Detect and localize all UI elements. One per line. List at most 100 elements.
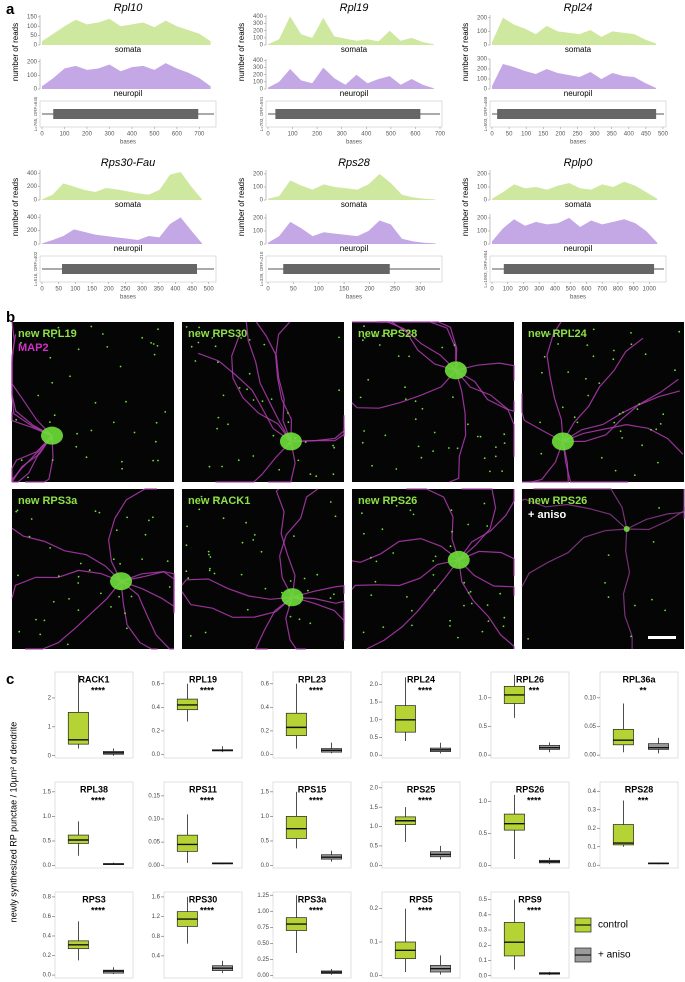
puncta bbox=[90, 325, 93, 328]
x-tick-label: 200 bbox=[518, 287, 529, 293]
y-tick-label: 200 bbox=[253, 171, 264, 177]
plot-title: RPS3a bbox=[298, 894, 328, 904]
y-tick-label: 0.4 bbox=[261, 705, 270, 711]
plot-frame bbox=[54, 781, 134, 869]
puncta bbox=[370, 556, 372, 559]
puncta bbox=[309, 473, 312, 475]
puncta bbox=[450, 509, 453, 512]
track-frame bbox=[489, 255, 667, 283]
x-tick-label: 300 bbox=[337, 132, 348, 138]
plot-title: RPS28 bbox=[625, 784, 654, 794]
puncta bbox=[334, 515, 337, 518]
dendrite bbox=[275, 488, 296, 598]
y-tick-label: 0 bbox=[34, 242, 38, 248]
y-tick-label: 0 bbox=[260, 242, 264, 248]
puncta bbox=[658, 507, 660, 509]
dendrite bbox=[12, 435, 53, 483]
y-tick-label: 0.05 bbox=[148, 840, 160, 846]
puncta bbox=[618, 413, 621, 415]
box bbox=[503, 922, 525, 957]
track-label: somata bbox=[115, 200, 142, 209]
puncta bbox=[363, 325, 365, 328]
y-tick-label: 200 bbox=[27, 184, 38, 190]
puncta bbox=[185, 326, 188, 328]
dendrite bbox=[292, 596, 345, 641]
puncta bbox=[587, 394, 590, 397]
puncta bbox=[126, 516, 128, 519]
dendrite bbox=[546, 321, 564, 442]
y-tick-label: 400 bbox=[27, 215, 38, 221]
coverage-area bbox=[268, 173, 436, 200]
puncta bbox=[49, 547, 51, 549]
box bbox=[612, 728, 634, 746]
y-tick-label: 200 bbox=[27, 228, 38, 234]
puncta bbox=[287, 421, 290, 424]
puncta bbox=[598, 382, 601, 384]
x-axis-label: bases bbox=[570, 140, 586, 146]
y-tick-label: 150 bbox=[27, 14, 38, 20]
y-tick-label: 200 bbox=[477, 15, 488, 21]
legend-label: + aniso bbox=[598, 950, 631, 961]
puncta bbox=[657, 461, 659, 464]
dendrite bbox=[529, 441, 569, 483]
puncta bbox=[98, 511, 101, 514]
x-tick-label: 50 bbox=[55, 287, 62, 293]
significance: ** bbox=[639, 685, 647, 695]
puncta bbox=[124, 612, 126, 615]
puncta bbox=[592, 328, 595, 331]
y-tick-label: 0.3 bbox=[588, 807, 597, 813]
y-tick-label: 0 bbox=[260, 87, 264, 93]
puncta bbox=[607, 596, 610, 598]
puncta bbox=[28, 501, 31, 503]
x-tick-label: 100 bbox=[521, 132, 532, 138]
y-tick-label: 1.5 bbox=[370, 805, 379, 811]
dendrite bbox=[366, 559, 460, 650]
micrograph bbox=[182, 489, 344, 649]
y-tick-label: 0.0 bbox=[261, 752, 270, 758]
puncta bbox=[216, 427, 219, 430]
puncta bbox=[88, 569, 91, 572]
y-tick-label: 300 bbox=[253, 21, 264, 27]
x-tick-label: 450 bbox=[187, 287, 198, 293]
y-tick-label: 0 bbox=[34, 43, 38, 49]
gene-name: Rpl10 bbox=[114, 2, 144, 14]
puncta bbox=[252, 399, 255, 401]
coverage-area bbox=[42, 217, 202, 244]
coverage-area bbox=[492, 217, 658, 244]
dendrite bbox=[521, 498, 628, 530]
coverage-area bbox=[268, 220, 436, 244]
significance: *** bbox=[529, 685, 540, 695]
puncta bbox=[411, 624, 413, 627]
significance: **** bbox=[91, 795, 106, 805]
x-tick-label: 250 bbox=[390, 287, 401, 293]
y-tick-label: 50 bbox=[30, 33, 37, 39]
y-tick-label: 0.0 bbox=[43, 973, 52, 979]
plot-frame bbox=[163, 891, 243, 979]
puncta bbox=[90, 429, 93, 432]
y-tick-label: 1.0 bbox=[479, 799, 488, 805]
puncta bbox=[69, 375, 71, 378]
x-tick-label: 100 bbox=[59, 132, 70, 138]
x-tick-label: 350 bbox=[607, 132, 618, 138]
puncta bbox=[395, 504, 398, 507]
box bbox=[503, 813, 525, 831]
puncta bbox=[633, 474, 636, 476]
dendrite bbox=[11, 435, 53, 482]
dendrite bbox=[431, 321, 458, 371]
gene-name: Rps30-Fau bbox=[101, 157, 155, 169]
puncta bbox=[35, 618, 37, 621]
x-tick-label: 1000 bbox=[643, 287, 657, 293]
puncta bbox=[662, 413, 665, 416]
puncta bbox=[204, 631, 207, 634]
puncta bbox=[433, 431, 436, 434]
y-tick-label: 200 bbox=[253, 72, 264, 78]
x-tick-label: 300 bbox=[104, 132, 115, 138]
y-tick-label: 2 bbox=[48, 696, 52, 702]
puncta bbox=[68, 598, 70, 600]
y-tick-label: 0.0 bbox=[261, 863, 270, 869]
puncta bbox=[198, 508, 201, 511]
y-tick-label: 0.0 bbox=[43, 863, 52, 869]
significance: **** bbox=[200, 685, 215, 695]
x-tick-label: 500 bbox=[566, 287, 577, 293]
puncta bbox=[630, 332, 632, 334]
